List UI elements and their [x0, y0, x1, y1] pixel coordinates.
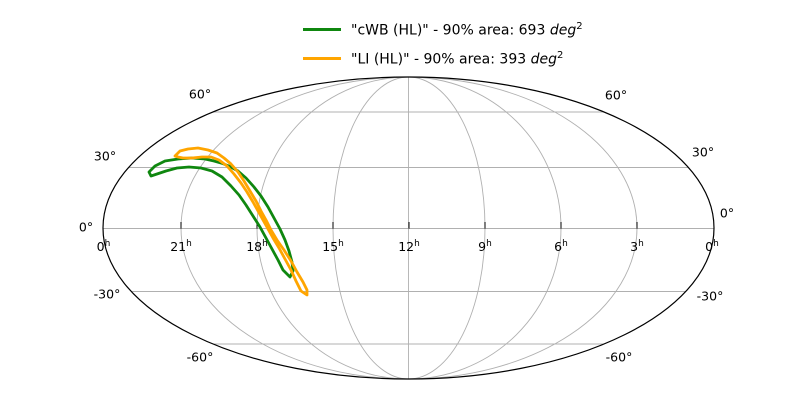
latitude-label: -30°	[697, 289, 724, 304]
hour-label: 15h	[322, 239, 344, 254]
latitude-label: 30°	[692, 145, 714, 160]
hour-label: 0h	[705, 239, 719, 254]
hour-label: 9h	[478, 239, 492, 254]
meridian-gridline	[408, 76, 486, 380]
hour-label: 6h	[554, 239, 568, 254]
li-line-swatch	[303, 57, 341, 60]
hour-label: 12h	[398, 239, 420, 254]
latitude-label: 60°	[189, 87, 211, 102]
legend-item-cwb: "cWB (HL)" - 90% area: 693 deg2	[303, 15, 583, 44]
meridian-gridline	[180, 76, 409, 380]
hour-label: 21h	[170, 239, 192, 254]
latitude-label: 0°	[79, 220, 93, 235]
meridian-gridline	[408, 76, 638, 380]
latitude-label: 30°	[94, 149, 116, 164]
contour-li	[173, 146, 309, 297]
latitude-label: 0°	[720, 206, 734, 221]
legend-item-li: "LI (HL)" - 90% area: 393 deg2	[303, 44, 583, 73]
latitude-label: -60°	[606, 350, 633, 365]
meridian-gridline	[332, 76, 409, 380]
contour-cwb	[147, 156, 295, 279]
hour-label: 18h	[246, 239, 268, 254]
latitude-label: -30°	[94, 287, 121, 302]
hour-label: 3h	[630, 239, 644, 254]
map-boundary	[102, 76, 715, 380]
cwb-legend-label: "cWB (HL)" - 90% area: 693 deg2	[351, 20, 583, 39]
latitude-label: -60°	[187, 350, 214, 365]
li-legend-label: "LI (HL)" - 90% area: 393 deg2	[351, 49, 564, 68]
latitude-label: 60°	[605, 88, 627, 103]
hour-label: 0h	[97, 239, 111, 254]
cwb-line-swatch	[303, 28, 341, 31]
legend: "cWB (HL)" - 90% area: 693 deg2 "LI (HL)…	[303, 15, 583, 73]
